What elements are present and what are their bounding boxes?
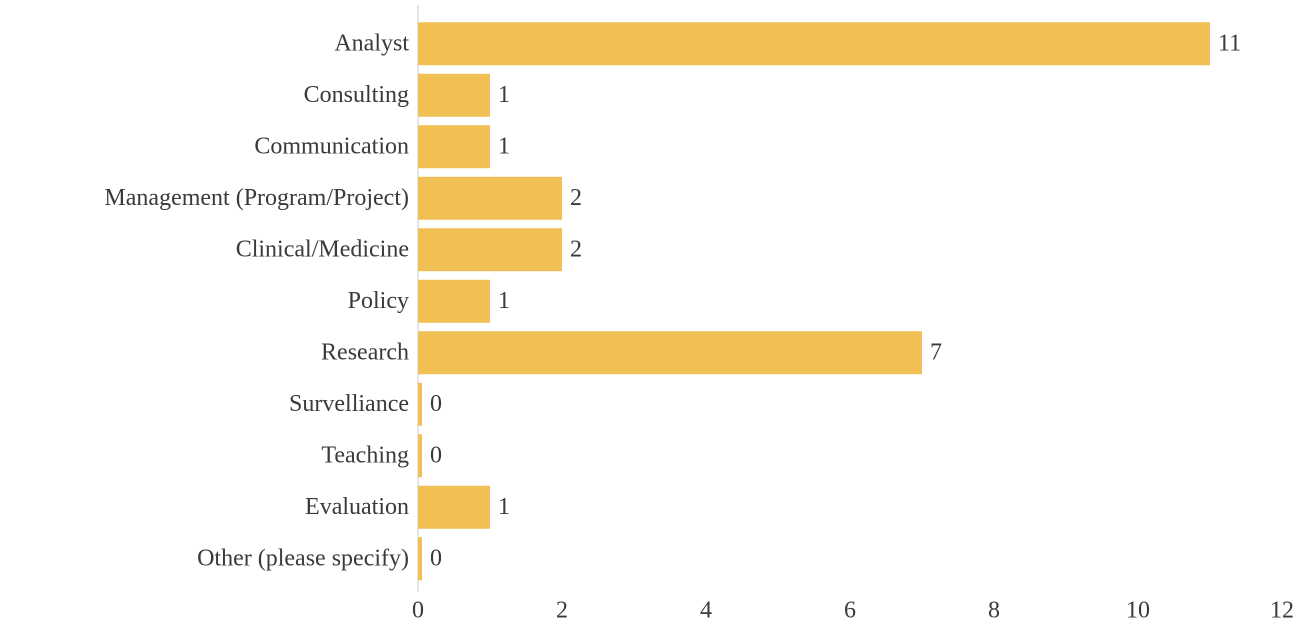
value-label: 0 [430,442,442,468]
bar [418,73,490,117]
value-label: 7 [930,339,942,365]
x-tick-label: 12 [1270,598,1294,624]
bar [418,485,490,529]
y-tick-label: Evaluation [305,494,409,520]
y-tick-label: Clinical/Medicine [236,236,409,262]
bar [418,537,422,581]
y-tick-label: Analyst [334,30,409,56]
value-label: 1 [498,133,510,159]
y-tick-label: Management (Program/Project) [104,185,409,211]
x-tick-label: 10 [1126,598,1150,624]
value-label: 1 [498,288,510,314]
bar [418,22,1210,66]
value-label: 0 [430,545,442,571]
y-tick-label: Policy [348,288,409,314]
bar [418,176,562,220]
y-tick-label: Consulting [304,82,409,108]
x-tick-label: 8 [988,598,1000,624]
bar [418,434,422,478]
value-label: 1 [498,82,510,108]
value-label: 2 [570,185,582,211]
y-tick-label: Communication [254,133,409,159]
y-tick-label: Research [321,339,409,365]
x-tick-label: 4 [700,598,712,624]
bar [418,228,562,272]
value-label: 2 [570,236,582,262]
y-tick-label: Teaching [321,442,409,468]
value-label: 0 [430,391,442,417]
y-tick-label: Other (please specify) [197,545,409,571]
bar [418,279,490,323]
value-label: 11 [1218,30,1241,56]
x-tick-label: 6 [844,598,856,624]
bar [418,382,422,426]
x-tick-label: 0 [412,598,424,624]
x-tick-label: 2 [556,598,568,624]
bar [418,125,490,169]
bar [418,331,922,375]
value-label: 1 [498,494,510,520]
y-tick-label: Survelliance [289,391,409,417]
